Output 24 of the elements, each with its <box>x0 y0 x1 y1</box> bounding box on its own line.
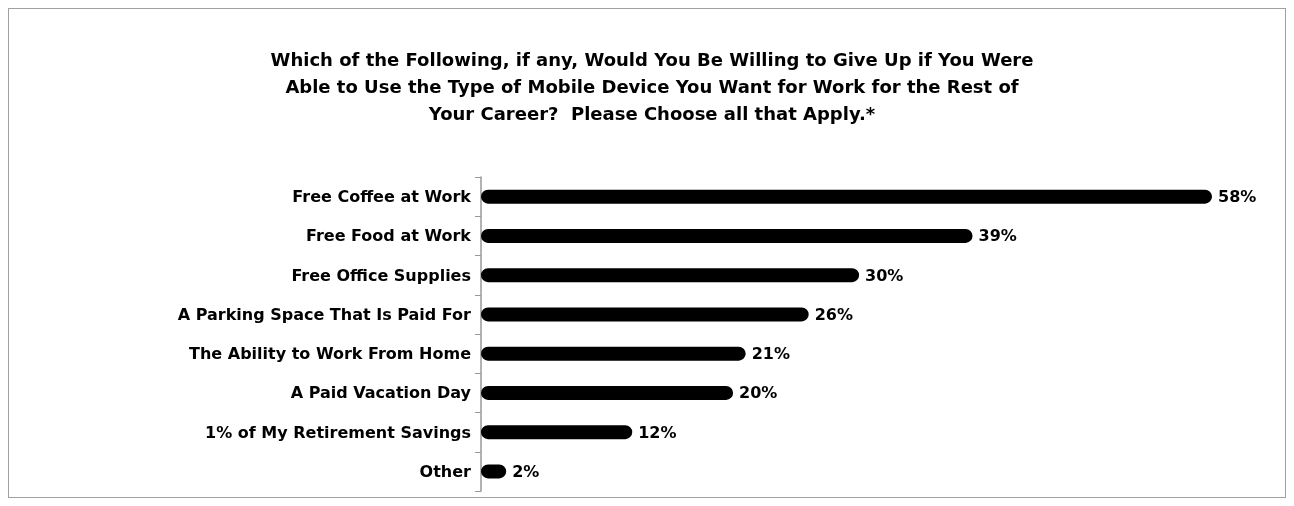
data-label: 12% <box>638 422 677 442</box>
bar <box>481 228 973 243</box>
data-label: 2% <box>512 461 540 481</box>
bar <box>481 189 1212 204</box>
bar <box>481 346 746 361</box>
y-tick-label: The Ability to Work From Home <box>189 344 472 364</box>
y-tick-label: Other <box>419 461 472 481</box>
data-label: 39% <box>978 226 1017 246</box>
bar <box>481 425 633 440</box>
bar <box>481 268 860 283</box>
y-tick-label: A Paid Vacation Day <box>290 383 472 403</box>
data-label: 26% <box>814 304 853 324</box>
bar <box>481 307 809 322</box>
data-label: 58% <box>1218 187 1257 207</box>
y-tick-label: A Parking Space That Is Paid For <box>177 304 472 324</box>
data-label: 20% <box>739 383 778 403</box>
y-tick-label: 1% of My Retirement Savings <box>205 422 471 442</box>
data-label: 30% <box>865 265 904 285</box>
y-tick-label: Free Office Supplies <box>291 265 471 285</box>
bar <box>481 385 734 400</box>
y-tick-label: Free Food at Work <box>306 226 472 246</box>
data-label: 21% <box>751 344 790 364</box>
y-tick-label: Free Coffee at Work <box>292 187 472 207</box>
chart-title: Which of the Following, if any, Would You Be Willing to Give Up if You Were Able to Use the Type of Mobile Device You Want for Work for the Rest of Your Career? Please Choose all that Apply.* <box>270 49 1034 124</box>
